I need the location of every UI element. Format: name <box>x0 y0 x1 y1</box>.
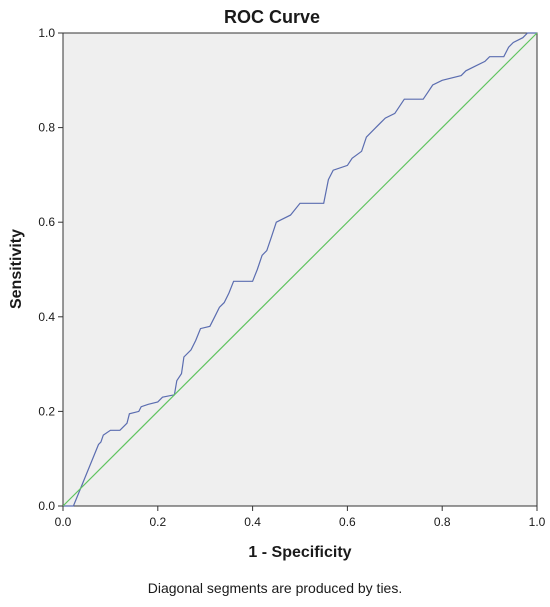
x-axis-label: 1 - Specificity <box>248 544 351 561</box>
x-tick-label: 0.0 <box>55 515 72 529</box>
y-axis-label: Sensitivity <box>8 229 25 309</box>
y-axis: 0.0 0.2 0.4 0.6 0.8 1.0 <box>38 26 63 513</box>
series-layer <box>62 32 538 507</box>
x-tick-label: 0.2 <box>149 515 166 529</box>
x-tick-label: 0.6 <box>339 515 356 529</box>
y-tick-label: 0.8 <box>38 121 55 135</box>
y-tick-label: 1.0 <box>38 26 55 40</box>
y-tick-label: 0.0 <box>38 499 55 513</box>
y-tick-label: 0.2 <box>38 404 55 418</box>
footnote: Diagonal segments are produced by ties. <box>147 580 403 596</box>
reference-line <box>62 32 538 507</box>
roc-curve-line <box>63 32 537 507</box>
y-tick-label: 0.6 <box>38 215 55 229</box>
chart-title: ROC Curve <box>224 7 320 27</box>
x-tick-label: 0.4 <box>244 515 261 529</box>
roc-chart: ROC Curve 0.0 0.2 0.4 0.6 0.8 1.0 0.00.20.40.… <box>8 7 546 561</box>
x-tick-label: 0.8 <box>434 515 451 529</box>
x-tick-label: 1.0 <box>529 515 546 529</box>
y-tick-label: 0.4 <box>38 310 55 324</box>
x-axis: 0.0 0.2 0.4 0.6 0.8 1.0 <box>55 506 546 529</box>
